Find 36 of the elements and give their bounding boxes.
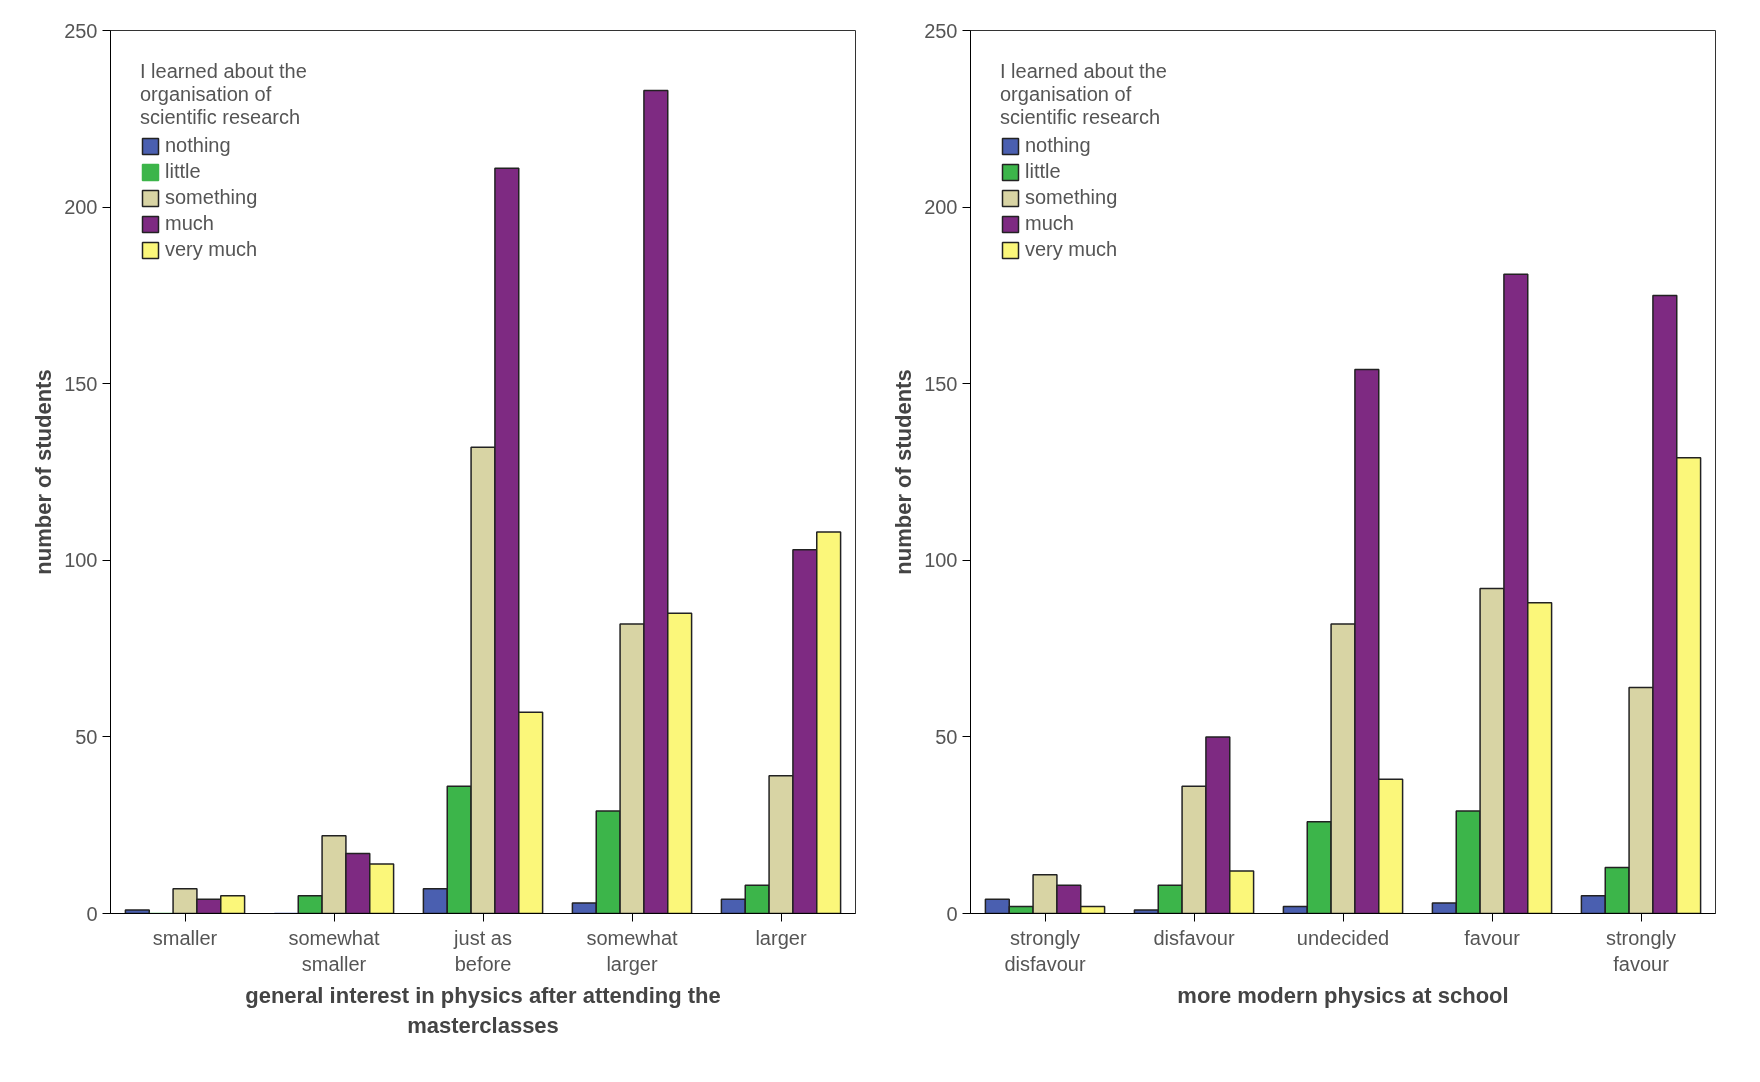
y-tick-label: 50 xyxy=(75,725,98,748)
x-tick-label: somewhat larger xyxy=(586,926,679,975)
legend-label: little xyxy=(165,160,201,183)
legend-label: very much xyxy=(165,238,258,261)
legend-label: much xyxy=(165,212,214,235)
legend-label: little xyxy=(1025,160,1061,183)
y-tick-label: 250 xyxy=(924,19,958,42)
x-tick-label: strongly disfavour xyxy=(1004,926,1086,975)
y-tick-label: 0 xyxy=(946,902,958,925)
legend-label: very much xyxy=(1025,238,1118,261)
x-tick-label: smaller xyxy=(152,926,218,949)
y-tick-label: 150 xyxy=(924,372,958,395)
y-tick-label: 100 xyxy=(924,549,958,572)
y-tick-label: 100 xyxy=(64,549,98,572)
y-tick-label: 200 xyxy=(924,196,958,219)
y-tick-label: 0 xyxy=(86,902,98,925)
y-tick-label: 50 xyxy=(935,725,958,748)
legend-label: much xyxy=(1025,212,1074,235)
legend-label: nothing xyxy=(165,134,231,157)
legend-label: nothing xyxy=(1025,134,1091,157)
x-tick-label: disfavour xyxy=(1153,926,1235,949)
y-axis-title: number of students xyxy=(31,369,57,575)
x-tick-label: favour xyxy=(1464,926,1521,949)
legend-label: something xyxy=(1025,186,1118,209)
y-tick-label: 150 xyxy=(64,372,98,395)
y-tick-label: 250 xyxy=(64,19,98,42)
y-axis-title: number of students xyxy=(891,369,917,575)
x-axis-title: more modern physics at school xyxy=(1177,982,1509,1008)
legend-label: something xyxy=(165,186,258,209)
x-tick-label: just as before xyxy=(453,926,512,975)
y-tick-label: 200 xyxy=(64,196,98,219)
x-tick-label: undecided xyxy=(1296,926,1390,949)
x-axis-title: general interest in physics after attending the masterclasses xyxy=(245,982,721,1038)
x-tick-label: larger xyxy=(755,926,807,949)
x-tick-label: strongly favour xyxy=(1605,926,1677,975)
x-tick-label: somewhat smaller xyxy=(288,926,381,975)
